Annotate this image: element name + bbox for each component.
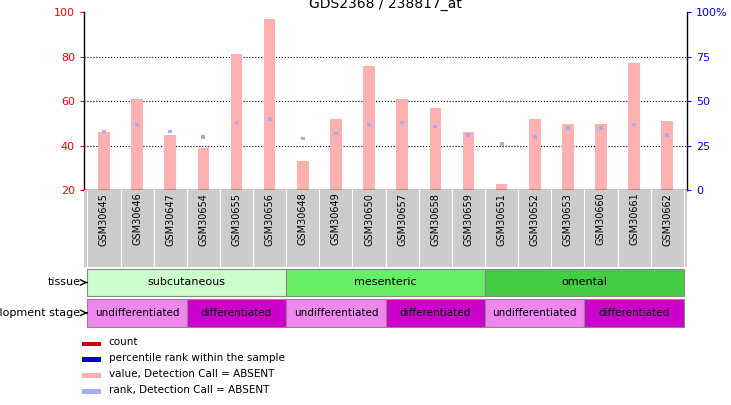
Text: GSM30648: GSM30648 [298, 193, 308, 245]
Text: mesenteric: mesenteric [355, 277, 417, 288]
Title: GDS2368 / 238817_at: GDS2368 / 238817_at [309, 0, 462, 11]
Bar [287, 269, 485, 296]
Text: tissue: tissue [48, 277, 80, 288]
Bar [533, 135, 537, 139]
Text: differentiated: differentiated [201, 308, 272, 318]
Bar [396, 99, 408, 190]
Text: GSM30662: GSM30662 [662, 193, 673, 245]
Text: GSM30649: GSM30649 [331, 193, 341, 245]
Bar [430, 108, 441, 190]
Bar [287, 299, 386, 326]
Text: GSM30653: GSM30653 [563, 193, 573, 245]
Bar [235, 121, 238, 124]
Bar [201, 135, 205, 139]
Text: GSM30646: GSM30646 [132, 193, 142, 245]
Bar [82, 342, 100, 346]
Bar [297, 161, 308, 190]
Bar [466, 133, 471, 137]
Text: GSM30645: GSM30645 [99, 193, 109, 245]
Bar [264, 19, 276, 190]
Bar [662, 122, 673, 190]
Text: GSM30658: GSM30658 [431, 193, 440, 245]
Text: rank, Detection Call = ABSENT: rank, Detection Call = ABSENT [109, 385, 269, 395]
Bar [529, 119, 540, 190]
Bar [231, 55, 242, 190]
Bar [164, 134, 176, 190]
Bar [433, 124, 437, 128]
Bar [334, 132, 338, 135]
Bar [330, 119, 341, 190]
Text: count: count [109, 337, 138, 347]
Bar [485, 269, 683, 296]
Text: GSM30647: GSM30647 [165, 193, 175, 245]
Bar [168, 130, 173, 133]
Text: GSM30660: GSM30660 [596, 193, 606, 245]
Text: omental: omental [561, 277, 607, 288]
Text: GSM30659: GSM30659 [463, 193, 474, 245]
Bar [665, 133, 670, 137]
Bar [386, 299, 485, 326]
Text: subcutaneous: subcutaneous [148, 277, 226, 288]
Text: GSM30655: GSM30655 [232, 193, 241, 246]
Bar [496, 184, 507, 190]
Text: undifferentiated: undifferentiated [493, 308, 577, 318]
Text: undifferentiated: undifferentiated [294, 308, 378, 318]
Bar [629, 64, 640, 190]
Bar [584, 299, 683, 326]
Bar [98, 132, 110, 190]
Text: GSM30651: GSM30651 [496, 193, 507, 245]
Bar [197, 148, 209, 190]
Bar [187, 299, 287, 326]
Bar [132, 99, 143, 190]
Bar [82, 389, 100, 394]
Bar [566, 126, 570, 130]
Text: undifferentiated: undifferentiated [95, 308, 179, 318]
Bar [562, 124, 574, 190]
Bar [363, 66, 375, 190]
Bar [367, 123, 371, 126]
Text: value, Detection Call = ABSENT: value, Detection Call = ABSENT [109, 369, 274, 379]
Bar [268, 117, 272, 121]
Bar [82, 358, 100, 362]
Bar [485, 299, 584, 326]
Text: percentile rank within the sample: percentile rank within the sample [109, 353, 284, 363]
Bar [599, 126, 603, 130]
Bar [88, 299, 187, 326]
Text: differentiated: differentiated [400, 308, 471, 318]
Bar [300, 137, 305, 141]
Bar [632, 123, 636, 126]
Bar [88, 269, 287, 296]
Bar [400, 121, 404, 124]
Bar [463, 132, 474, 190]
Text: GSM30652: GSM30652 [530, 193, 539, 246]
Bar [595, 124, 607, 190]
Text: GSM30650: GSM30650 [364, 193, 374, 245]
Text: differentiated: differentiated [599, 308, 670, 318]
Bar [499, 142, 504, 146]
Text: GSM30657: GSM30657 [397, 193, 407, 246]
Bar [135, 123, 139, 126]
Text: GSM30654: GSM30654 [198, 193, 208, 245]
Text: GSM30661: GSM30661 [629, 193, 639, 245]
Text: GSM30656: GSM30656 [265, 193, 275, 245]
Bar [82, 373, 100, 378]
Text: development stage: development stage [0, 308, 80, 318]
Bar [102, 130, 106, 133]
